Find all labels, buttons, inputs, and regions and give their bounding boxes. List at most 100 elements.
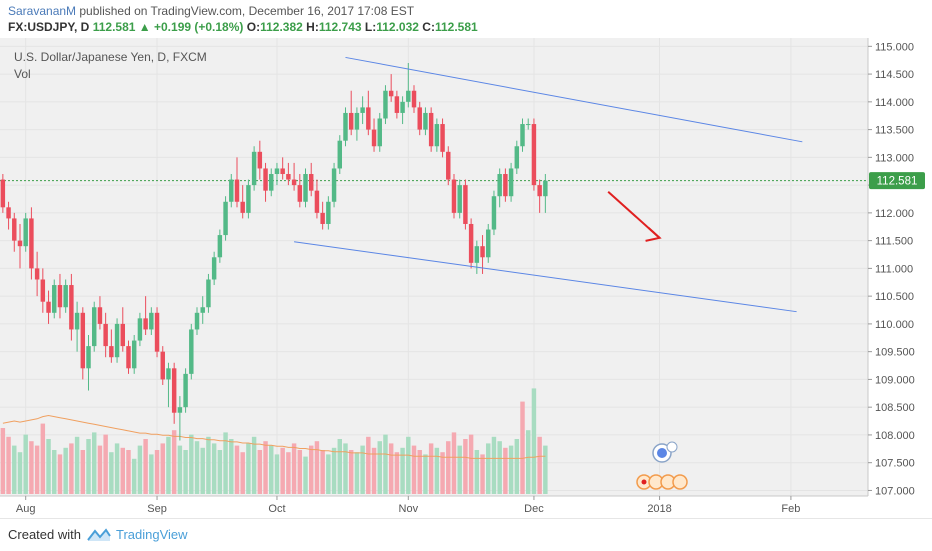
candle-body xyxy=(103,323,108,347)
candle-body xyxy=(57,285,63,308)
volume-bar xyxy=(291,443,297,494)
volume-bar xyxy=(80,450,86,494)
price-tick-label: 108.000 xyxy=(875,430,915,442)
author-link[interactable]: SaravananM xyxy=(8,4,77,18)
tradingview-brand-link[interactable]: TradingView xyxy=(116,527,188,542)
candle-body xyxy=(189,329,194,374)
candle-body xyxy=(303,174,308,202)
candle-body xyxy=(366,107,371,130)
price-chart[interactable]: 115.000 114.500 114.000 113.500 113.000 112.5… xyxy=(0,38,932,518)
volume-bar xyxy=(457,445,462,494)
volume-bar xyxy=(40,423,46,494)
volume-bar xyxy=(400,447,405,494)
volume-bar xyxy=(474,450,480,494)
candle-body xyxy=(503,174,508,197)
high-value: 112.743 xyxy=(318,20,362,34)
volume-bar xyxy=(74,436,80,494)
volume-bar xyxy=(29,441,34,494)
price-change: +0.199 (+0.18%) xyxy=(154,20,244,34)
volume-bar xyxy=(383,434,388,494)
candle-body xyxy=(63,285,68,308)
candle-body xyxy=(80,312,86,369)
candle-body xyxy=(457,185,462,213)
candle-body xyxy=(131,340,137,369)
volume-bar xyxy=(428,443,434,494)
candle-body xyxy=(531,124,537,186)
candle-body xyxy=(34,268,40,280)
candle-body xyxy=(468,223,474,263)
candle-body xyxy=(451,179,457,213)
time-tick-label: Aug xyxy=(16,503,36,515)
volume-bar xyxy=(286,452,291,494)
candle-body xyxy=(137,318,143,341)
candle-body xyxy=(514,146,520,169)
tradingview-logo-icon[interactable] xyxy=(86,526,112,544)
volume-bar xyxy=(525,430,531,494)
candle-body xyxy=(314,190,320,213)
volume-bar xyxy=(269,445,274,494)
volume-bar xyxy=(120,447,126,494)
candle-body xyxy=(508,168,514,197)
price-tick-label: 113.500 xyxy=(875,125,914,137)
candle-body xyxy=(0,179,6,208)
price-tick-label: 114.500 xyxy=(875,69,914,81)
volume-bar xyxy=(337,439,343,494)
volume-bar xyxy=(189,434,194,494)
volume-bar xyxy=(114,443,120,494)
volume-bar xyxy=(154,450,160,494)
candle-body xyxy=(520,124,525,147)
candle-body xyxy=(423,112,428,130)
events-icon[interactable] xyxy=(636,441,688,490)
price-axis[interactable] xyxy=(868,38,932,496)
plot-background xyxy=(0,38,868,496)
volume-bar xyxy=(314,441,320,494)
candle-body xyxy=(434,124,440,147)
volume-bar xyxy=(12,445,17,494)
price-tick-label: 112.000 xyxy=(875,208,914,220)
candle-body xyxy=(377,118,382,147)
candle-body xyxy=(234,179,240,202)
candle-body xyxy=(417,107,422,130)
symbol-label: FX:USDJPY, D xyxy=(8,20,90,34)
volume-bar xyxy=(206,436,211,494)
time-tick-label: Nov xyxy=(399,503,419,515)
volume-bar xyxy=(543,445,548,494)
volume-bar xyxy=(331,447,337,494)
price-tick-label: 111.500 xyxy=(875,236,913,248)
candle-body xyxy=(40,279,46,302)
price-tick-label: 111.000 xyxy=(875,263,913,275)
candle-body xyxy=(269,174,274,191)
candle-body xyxy=(251,151,257,186)
candle-body xyxy=(6,207,11,219)
price-tick-label: 110.500 xyxy=(875,291,914,303)
candle-body xyxy=(166,368,171,380)
volume-bar xyxy=(183,450,188,494)
candle-body xyxy=(400,101,405,113)
time-axis[interactable] xyxy=(0,496,932,518)
candle-body xyxy=(120,323,126,347)
volume-bar xyxy=(417,450,422,494)
upper-channel-line[interactable] xyxy=(345,56,803,143)
candle-body xyxy=(257,151,263,169)
chart-area[interactable]: 115.000 114.500 114.000 113.500 113.000 112.5… xyxy=(0,38,932,518)
volume-bar xyxy=(354,452,360,494)
low-label: L: xyxy=(364,20,377,34)
volume-bar xyxy=(388,443,394,494)
last-price: 112.581 xyxy=(92,20,136,34)
price-tick-label: 115.000 xyxy=(875,41,914,53)
candle-body xyxy=(337,140,343,169)
volume-bar xyxy=(531,388,537,494)
candle-body xyxy=(331,168,337,202)
volume-bar xyxy=(131,458,137,494)
volume-bar xyxy=(497,441,502,494)
candle-body xyxy=(480,246,485,258)
candle-body xyxy=(91,307,97,347)
candle-body xyxy=(326,201,331,224)
candle-body xyxy=(354,112,360,130)
lower-channel-line[interactable] xyxy=(294,241,797,313)
candle-body xyxy=(154,312,160,352)
footer: Created with TradingView xyxy=(0,518,932,551)
price-tick-label: 113.000 xyxy=(875,152,914,164)
volume-bar xyxy=(308,445,314,494)
volume-bar xyxy=(149,454,154,494)
